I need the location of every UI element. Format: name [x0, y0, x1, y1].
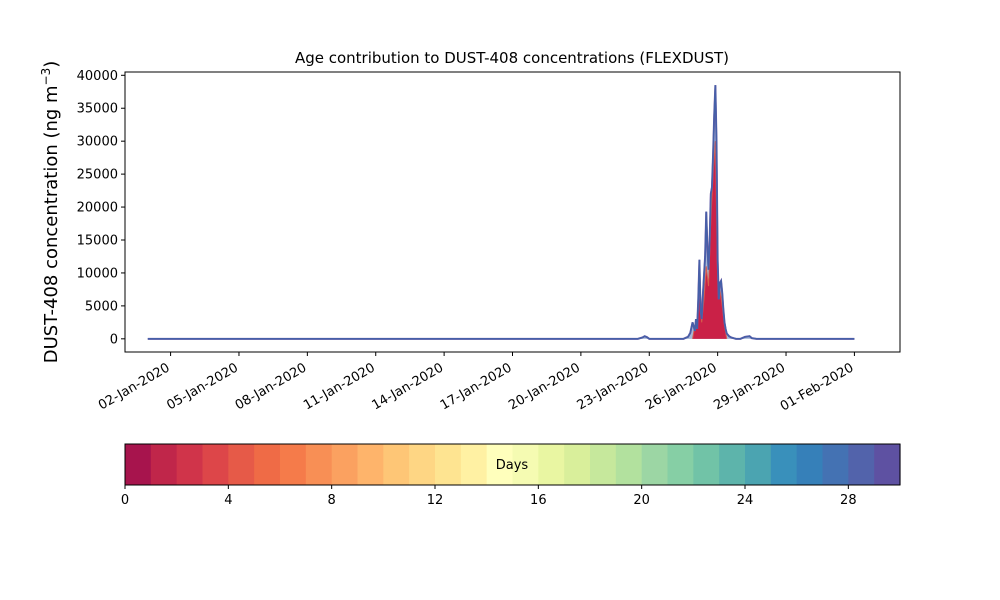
- plot-frame: [124, 71, 901, 353]
- colorbar-cell: [460, 444, 488, 485]
- colorbar-cell: [667, 444, 694, 485]
- x-tick-label: 08-Jan-2020: [233, 360, 310, 413]
- colorbar-tick-label: 12: [427, 493, 444, 508]
- x-tick-label: 05-Jan-2020: [164, 360, 241, 413]
- x-tick-label: 01-Feb-2020: [778, 360, 857, 414]
- colorbar-cell: [745, 444, 772, 485]
- colorbar-cell: [693, 444, 720, 485]
- colorbar-tick-label: 24: [737, 493, 754, 508]
- colorbar-tick-label: 16: [530, 493, 547, 508]
- colorbar-cell: [796, 444, 824, 485]
- y-tick-label: 35000: [77, 102, 118, 117]
- y-tick-label: 20000: [77, 201, 118, 216]
- colorbar-cell: [435, 444, 462, 485]
- series-layer: [147, 85, 855, 340]
- colorbar-cell: [228, 444, 255, 485]
- colorbar-cell: [512, 444, 539, 485]
- colorbar-cell: [486, 444, 514, 485]
- colorbar-tick-label: 0: [121, 493, 129, 508]
- x-axis: 02-Jan-202005-Jan-202008-Jan-202011-Jan-…: [96, 352, 856, 414]
- y-tick-label: 15000: [77, 234, 118, 249]
- colorbar-cell: [202, 444, 229, 485]
- colorbar-tick-label: 8: [328, 493, 336, 508]
- colorbar-cell: [590, 444, 617, 485]
- x-tick-label: 14-Jan-2020: [370, 360, 447, 413]
- colorbar-frame: [124, 443, 901, 486]
- y-axis-label: DUST-408 concentration (ng m−3): [39, 61, 62, 364]
- colorbar-cell: [125, 444, 152, 485]
- colorbar-cell: [280, 444, 307, 485]
- colorbar-cell: [770, 444, 798, 485]
- series-total-line: [147, 85, 855, 340]
- y-axis-label-main: DUST-408 concentration (ng m: [41, 85, 62, 363]
- colorbar-cell: [848, 444, 875, 485]
- y-axis: 0 5000 10000 15000 20000 25000 30000 35000 40000: [77, 69, 125, 347]
- y-tick-label: 10000: [77, 266, 118, 281]
- y-axis-label-sup: −3: [39, 68, 53, 86]
- colorbar-cell: [615, 444, 643, 485]
- colorbar-cell: [564, 444, 591, 485]
- y-axis-label-close: ): [41, 61, 62, 68]
- y-tick-label: 5000: [85, 299, 118, 314]
- colorbar-cell: [305, 444, 333, 485]
- chart-title: Age contribution to DUST-408 concentrati…: [295, 49, 729, 67]
- y-tick-label: 0: [110, 332, 118, 347]
- colorbar-cell: [383, 444, 410, 485]
- colorbar-cell: [331, 444, 359, 485]
- colorbar-cell: [822, 444, 849, 485]
- x-tick-label: 23-Jan-2020: [575, 360, 652, 413]
- colorbar-cell: [254, 444, 281, 485]
- series-total-line-back: [147, 85, 855, 340]
- colorbar-cell: [538, 444, 565, 485]
- series-total-area: [147, 85, 855, 339]
- colorbar-cell: [874, 444, 901, 485]
- x-tick-label: 17-Jan-2020: [438, 360, 515, 413]
- colorbar-tick-label: 28: [840, 493, 857, 508]
- colorbar-cell: [409, 444, 436, 485]
- y-tick-label: 40000: [77, 69, 118, 84]
- x-tick-label: 26-Jan-2020: [643, 360, 720, 413]
- y-tick-label: 25000: [77, 168, 118, 183]
- colorbar-cells: [125, 444, 901, 485]
- colorbar-cell: [150, 444, 178, 485]
- colorbar-tick-label: 4: [224, 493, 232, 508]
- colorbar-ticks: 0 4 8 12 16 20 24 28: [121, 485, 857, 508]
- x-tick-label: 20-Jan-2020: [506, 360, 583, 413]
- colorbar: Days 0 4 8 12 16 20 24 28: [121, 443, 901, 508]
- colorbar-cell: [641, 444, 669, 485]
- colorbar-cell: [357, 444, 384, 485]
- colorbar-tick-label: 20: [633, 493, 650, 508]
- colorbar-label: Days: [496, 458, 529, 473]
- x-tick-label: 11-Jan-2020: [301, 360, 378, 413]
- x-tick-label: 02-Jan-2020: [96, 360, 173, 413]
- y-tick-label: 30000: [77, 135, 118, 150]
- colorbar-cell: [176, 444, 204, 485]
- x-tick-label: 29-Jan-2020: [711, 360, 788, 413]
- plot-area: 0 5000 10000 15000 20000 25000 30000 35000 40000…: [77, 69, 901, 414]
- colorbar-cell: [719, 444, 746, 485]
